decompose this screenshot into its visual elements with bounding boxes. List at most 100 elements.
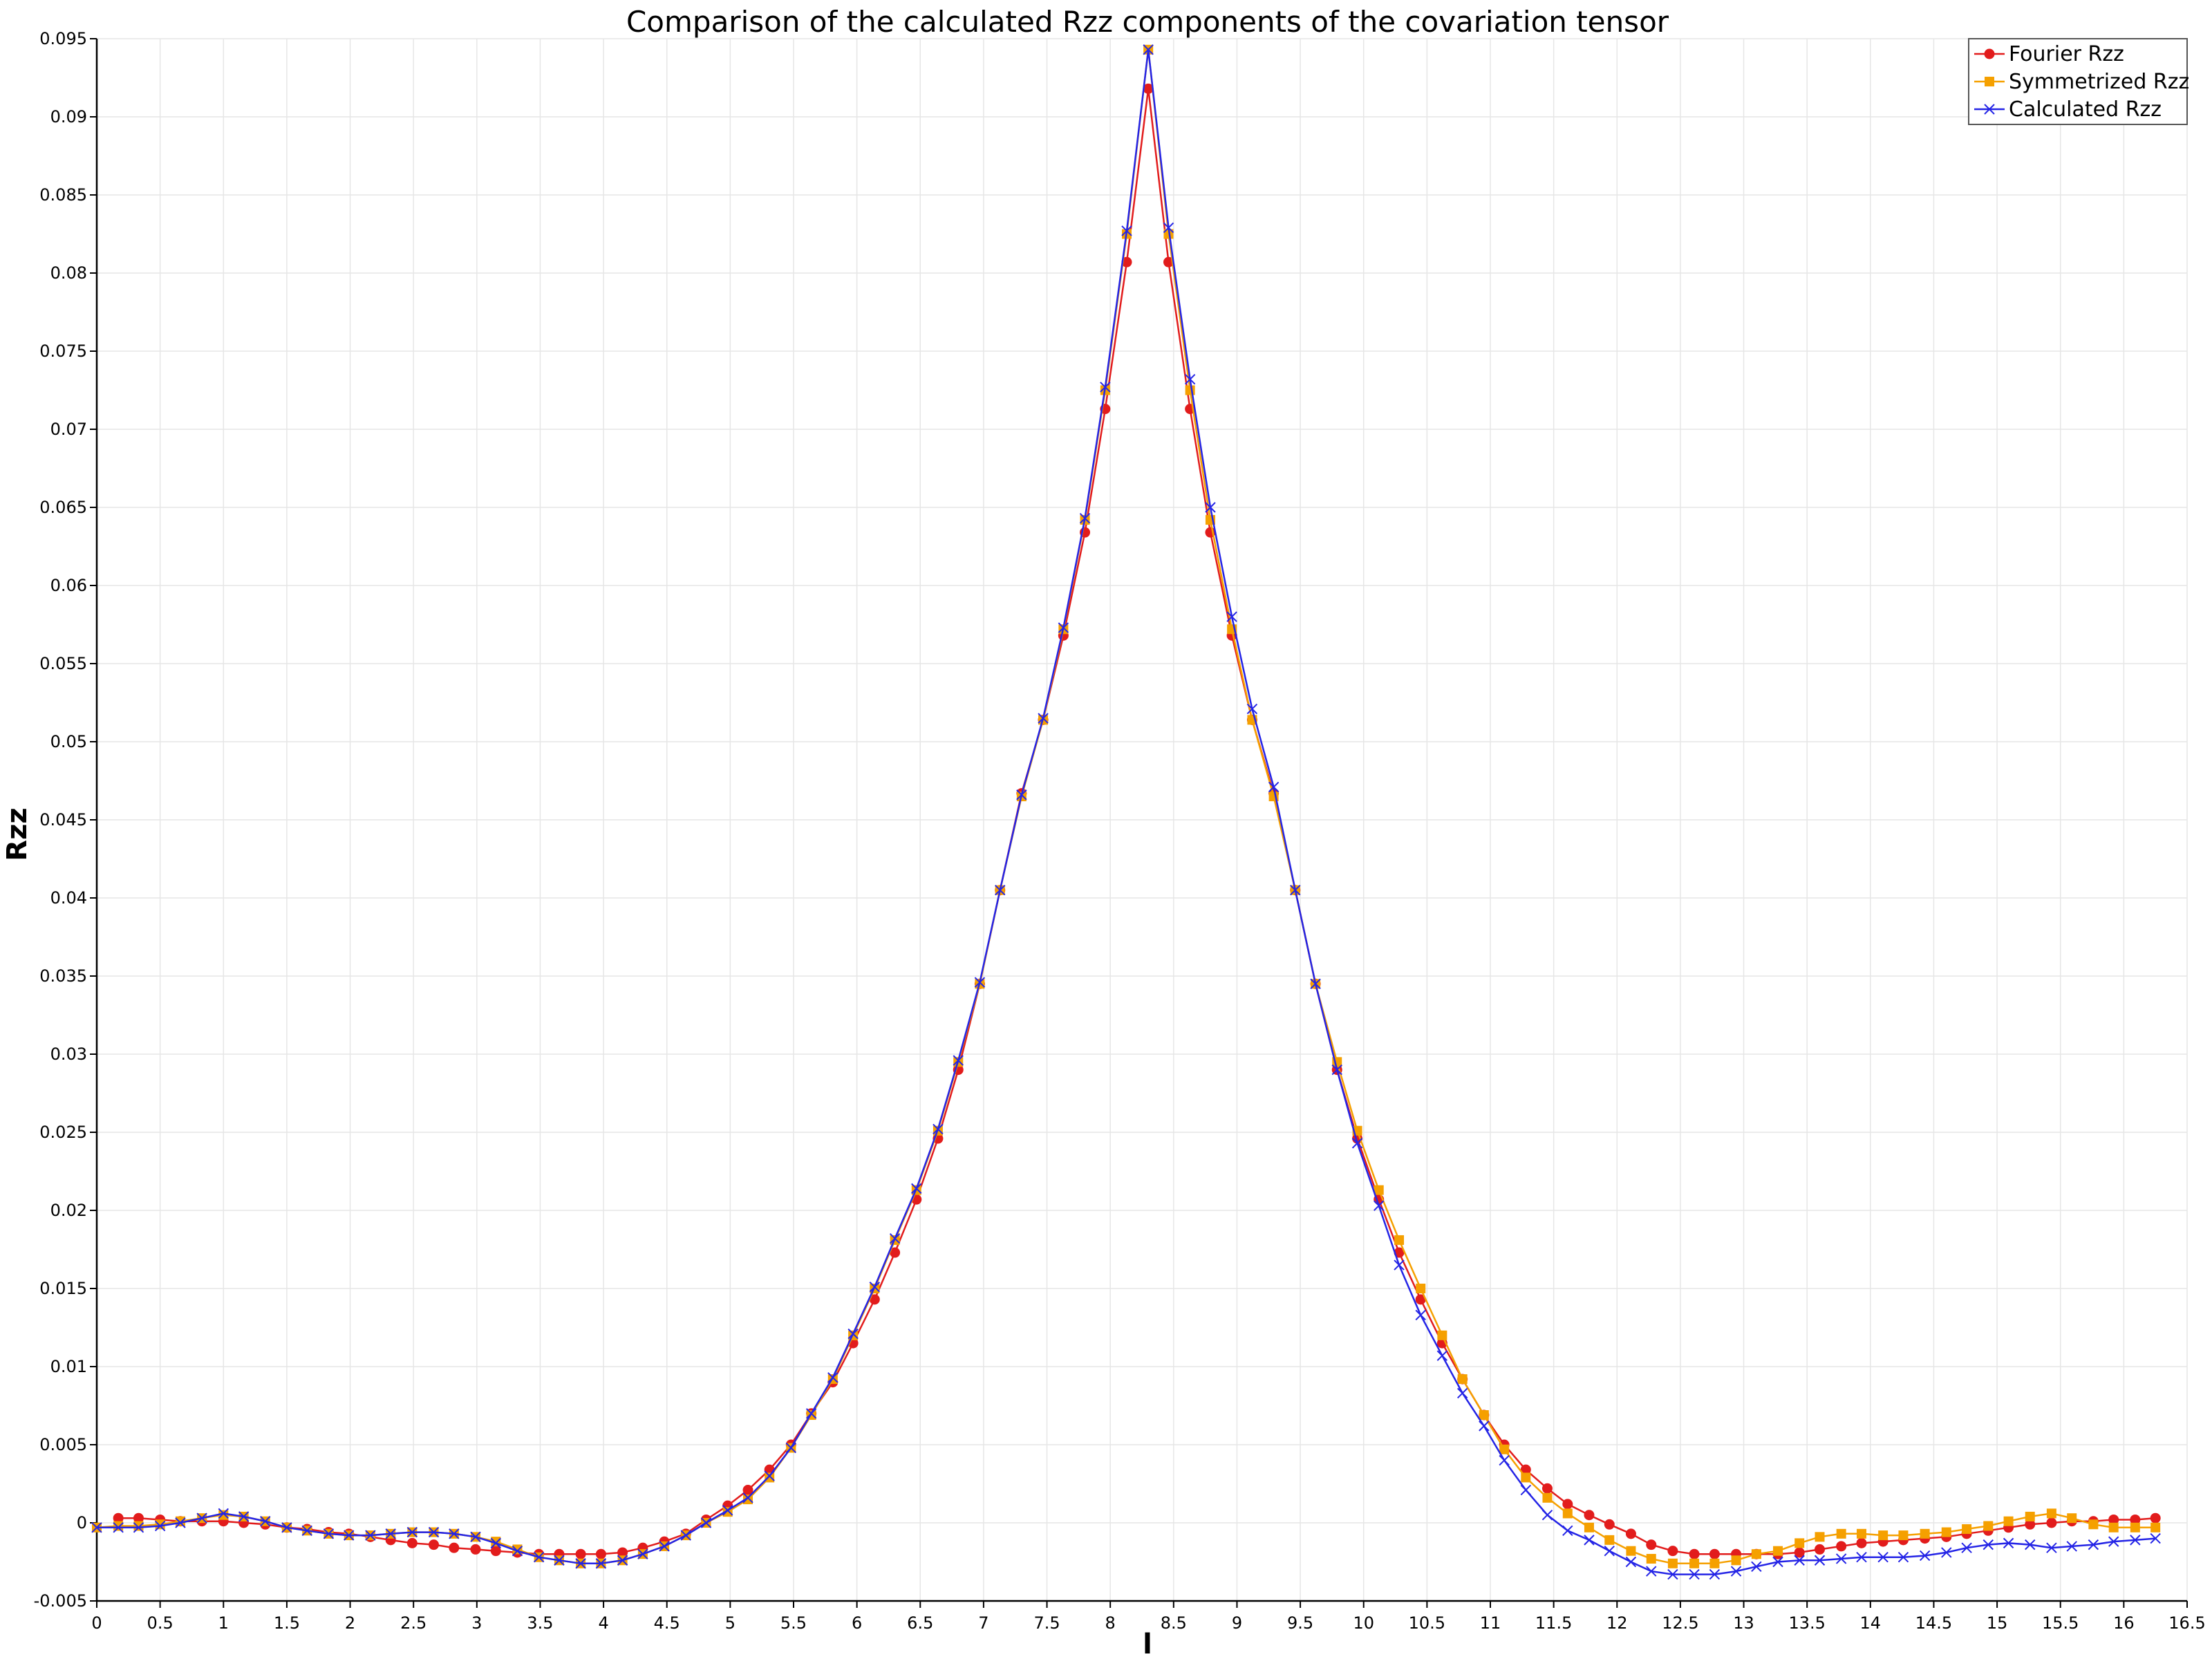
fourier-rzz-point [113,1512,124,1524]
fourier-rzz-point [890,1247,901,1258]
calculated-rzz-point [1351,1138,1363,1149]
calculated-rzz-point [2108,1536,2119,1547]
x-tick-label: 13.5 [1788,1613,1825,1633]
symmetrized-rzz-point [1773,1546,1783,1556]
x-tick-label: 5 [725,1613,735,1633]
y-tick-label: 0.01 [50,1357,87,1376]
symmetrized-rzz-point [113,1521,124,1531]
symmetrized-rzz-point [1394,1235,1405,1245]
y-tick-label: 0.09 [50,107,87,126]
fourier-rzz-point [2130,1514,2141,1525]
calculated-rzz-point [1100,382,1111,393]
series-calculated-rzz [91,44,2161,1580]
y-tick-label: 0.06 [50,576,87,595]
x-tick-label: 0 [91,1613,102,1633]
calculated-rzz-point [154,1520,166,1532]
x-tick-label: 3 [471,1613,482,1633]
calculated-rzz-point [889,1232,901,1244]
gridlines [96,38,2188,1602]
legend-label: Symmetrized Rzz [2009,70,2189,94]
fourier-rzz-point [1836,1541,1847,1552]
y-tick-label: 0.085 [39,185,87,205]
calculated-rzz-point [764,1470,775,1481]
x-tick-label: 14.5 [1915,1613,1952,1633]
symmetrized-rzz-point [1499,1444,1510,1454]
calculated-rzz-point [1772,1556,1783,1568]
axes: 0 0.5 1 1.5 2 2.5 3 3.5 4 4.5 5 5.5 6 6.5 7 7.5 8 8.5 9 9.5… [34,29,2206,1633]
calculated-rzz-point [1919,1550,1931,1562]
calculated-rzz-point [554,1555,565,1566]
symmetrized-rzz-point [2088,1519,2099,1530]
calculated-rzz-point [133,1522,144,1533]
calculated-rzz-point [827,1372,838,1383]
calculated-rzz-point [575,1558,586,1569]
symmetrized-rzz-point [743,1494,753,1505]
calculated-rzz-point [1394,1259,1405,1271]
fourier-rzz-point [1667,1546,1678,1557]
y-tick-label: 0.02 [50,1201,87,1220]
x-tick-label: 15.5 [2042,1613,2079,1633]
calculated-rzz-point [301,1525,312,1537]
calculated-rzz-point [1415,1309,1426,1321]
legend-label: Calculated Rzz [2009,97,2162,122]
calculated-rzz-point [1835,1553,1847,1564]
calculated-rzz-point [1479,1421,1490,1432]
fourier-rzz-point [429,1539,440,1550]
symmetrized-rzz-point [2150,1522,2161,1533]
fourier-rzz-point [1415,1294,1426,1305]
symmetrized-rzz-point [1374,1185,1384,1195]
symmetrized-rzz-point [1604,1535,1615,1545]
chart-title: Comparison of the calculated Rzz compone… [626,5,1669,39]
symmetrized-rzz-point [1626,1546,1636,1556]
y-tick-label: 0.075 [39,341,87,361]
symmetrized-rzz-point [2067,1513,2077,1524]
y-tick-label: 0.07 [50,420,87,439]
symmetrized-rzz-point [1878,1530,1888,1541]
fourier-rzz-point [1562,1499,1573,1510]
x-tick-label: 10.5 [1409,1613,1445,1633]
calculated-rzz-point [490,1537,502,1549]
calculated-rzz-point [385,1528,396,1539]
legend-item-symmetrized-rzz: Symmetrized Rzz [1974,70,2189,94]
calculated-rzz-point [238,1511,250,1522]
calculated-rzz-point [2025,1539,2036,1550]
calculated-rzz-point [260,1516,271,1527]
calculated-rzz-point [113,1522,124,1533]
fourier-rzz-point [1541,1483,1553,1494]
fourier-rzz-point [449,1542,460,1553]
legend-item-fourier-rzz: Fourier Rzz [1974,42,2124,66]
x-tick-label: 8 [1105,1613,1116,1633]
x-tick-label: 2 [345,1613,355,1633]
calculated-rzz-point [406,1526,418,1538]
x-tick-label: 16 [2113,1613,2135,1633]
x-tick-label: 2.5 [400,1613,427,1633]
legend-box [1968,38,2188,125]
x-tick-label: 5.5 [780,1613,807,1633]
x-tick-label: 9.5 [1287,1613,1313,1633]
fourier-rzz-point [1520,1464,1531,1475]
calculated-rzz-point [637,1548,648,1559]
y-tick-label: 0.055 [39,654,87,673]
calculated-rzz-point [91,1522,102,1533]
y-tick-label: 0.045 [39,810,87,830]
calculated-rzz-point [932,1123,944,1135]
fourier-rzz-point [1794,1547,1805,1558]
fourier-rzz-point [1709,1548,1720,1559]
fourier-rzz-point [490,1546,501,1557]
calculated-rzz-point [2003,1537,2014,1549]
y-axis-title: Rzz [1,807,33,861]
symmetrized-rzz-point [1983,1521,1994,1531]
symmetrized-rzz-point [133,1521,144,1531]
x-tick-label: 1.5 [274,1613,300,1633]
x-tick-label: 11 [1480,1613,1501,1633]
calculated-rzz-point [1751,1561,1762,1572]
symmetrized-rzz-point [1667,1558,1678,1568]
x-tick-label: 12 [1606,1613,1628,1633]
y-tick-label: 0.05 [50,732,87,751]
calculated-rzz-point [974,977,986,988]
fourier-rzz-point [742,1485,753,1496]
calculated-rzz-point [1121,225,1132,236]
x-tick-label: 13 [1733,1613,1754,1633]
calculated-rzz-point [742,1492,753,1503]
